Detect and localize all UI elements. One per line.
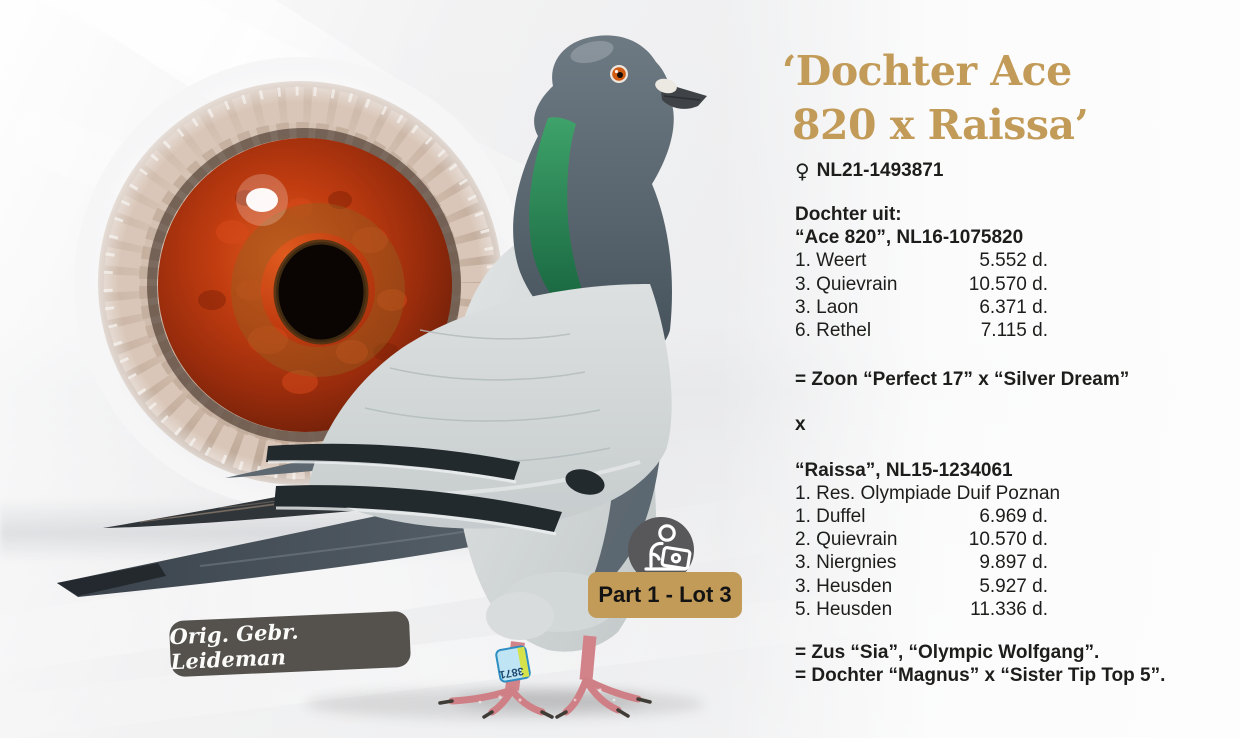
dam-honor: 1. Res. Olympiade Duif Poznan (795, 482, 1061, 504)
sire-block: Dochter uit: “Ace 820”, NL16-1075820 1. … (795, 203, 1240, 342)
cross-symbol: x (795, 414, 806, 436)
page-title: ‘Dochter Ace 820 x Raissa’ (782, 44, 1240, 152)
race-name: 5. Heusden (795, 598, 893, 620)
pedigree-panel: ‘Dochter Ace 820 x Raissa’ ♀ NL21-149387… (780, 44, 1240, 687)
race-result-row: 3. Quievrain 10.570 d. (795, 273, 1048, 296)
race-birds: 10.570 d. (968, 529, 1048, 551)
race-name: 1. Duffel (795, 506, 866, 528)
lot-badge: Part 1 - Lot 3 (588, 572, 742, 618)
race-birds: 10.570 d. (968, 273, 1048, 295)
race-birds: 11.336 d. (970, 598, 1048, 620)
lot-label: Part 1 - Lot 3 (598, 582, 732, 607)
card-title-line1: ‘Dochter Ace (782, 47, 1072, 95)
ring-number: NL21-1493871 (816, 160, 944, 181)
race-name: 6. Rethel (795, 320, 872, 342)
race-result-row: 1. Weert 5.552 d. (795, 249, 1048, 272)
race-name: 2. Quievrain (795, 529, 898, 551)
dam-block: “Raissa”, NL15-1234061 1. Res. Olympiade… (795, 459, 1240, 621)
leg-band-number: 3871 (498, 664, 524, 680)
race-name: 3. Niergnies (795, 552, 897, 574)
race-result-row: 6. Rethel 7.115 d. (795, 319, 1048, 342)
race-birds: 5.927 d. (979, 575, 1048, 597)
race-name: 3. Laon (795, 296, 859, 318)
race-birds: 6.969 d. (979, 506, 1048, 528)
ring-line: ♀ NL21-1493871 (795, 160, 1240, 182)
dam-notes: = Zus “Sia”, “Olympic Wolfgang”. = Docht… (795, 641, 1240, 687)
pigeon-photo: 3871 (57, 35, 707, 719)
sire-name-ring: “Ace 820”, NL16-1075820 (795, 227, 1024, 249)
race-birds: 5.552 d. (979, 250, 1048, 272)
person-at-laptop-icon (628, 517, 694, 583)
origin-badge: Orig. Gebr. Leideman (168, 610, 412, 678)
dam-note: = Dochter “Magnus” x “Sister Tip Top 5”. (795, 665, 1166, 687)
race-name: 3. Quievrain (795, 273, 898, 295)
origin-label: Orig. Gebr. Leideman (169, 618, 300, 675)
cere (655, 78, 677, 94)
race-birds: 6.371 d. (979, 296, 1048, 318)
sire-note: = Zoon “Perfect 17” x “Silver Dream” (795, 369, 1130, 391)
leg-band: 3871 (495, 645, 531, 683)
wing-bar (266, 443, 520, 480)
race-name: 3. Heusden (795, 575, 893, 597)
neck-iridescence (529, 117, 606, 344)
wing-bar (274, 485, 562, 532)
race-name: 1. Weert (795, 250, 867, 272)
race-result-row: 5. Heusden 11.336 d. (795, 598, 1048, 621)
female-symbol-icon: ♀ (795, 159, 810, 183)
race-result-row: 3. Laon 6.371 d. (795, 296, 1048, 319)
background-wash (720, 0, 1240, 738)
sire-intro: Dochter uit: (795, 204, 902, 225)
card-title-line2: 820 x Raissa’ (792, 101, 1089, 149)
dam-note: = Zus “Sia”, “Olympic Wolfgang”. (795, 642, 1100, 664)
dam-name-ring: “Raissa”, NL15-1234061 (795, 459, 1013, 481)
race-birds: 7.115 d. (980, 320, 1048, 342)
race-result-row: 2. Quievrain 10.570 d. (795, 528, 1048, 551)
race-result-row: 1. Duffel 6.969 d. (795, 505, 1048, 528)
race-birds: 9.897 d. (979, 552, 1048, 574)
pigeon: 3871 (57, 35, 707, 719)
race-result-row: 3. Heusden 5.927 d. (795, 575, 1048, 598)
race-result-row: 3. Niergnies 9.897 d. (795, 551, 1048, 574)
